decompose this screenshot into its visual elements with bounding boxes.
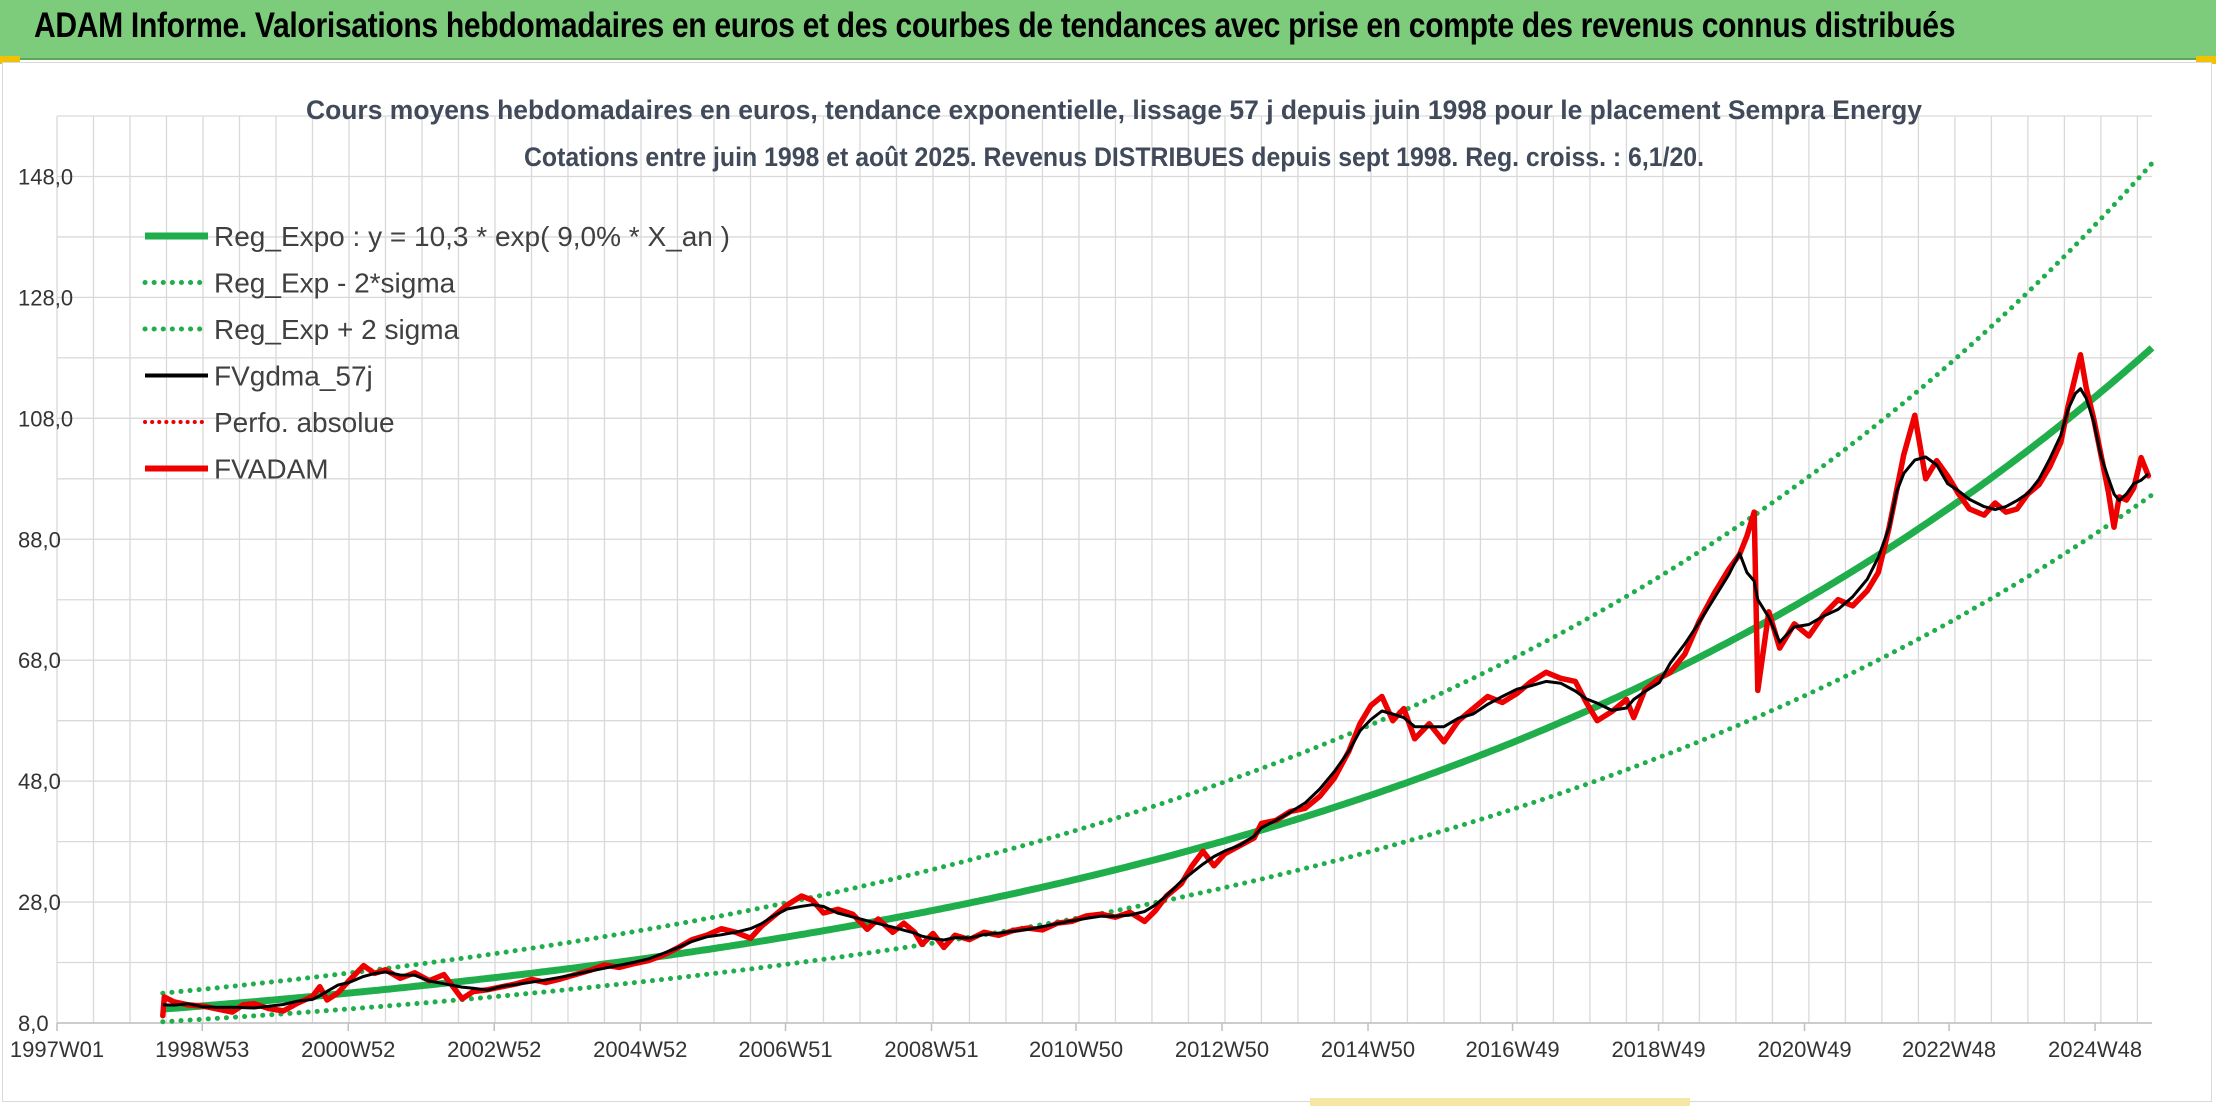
axes: 8,0 28,0 48,0 68,0 88,0 108,0 128,0 148,0 1997W0… (10, 164, 2152, 1062)
legend-entry: Perfo. absolue (214, 407, 395, 438)
y-tick-label: 88,0 (18, 527, 61, 552)
y-tick-label: 68,0 (18, 648, 61, 673)
legend-entry: FVADAM (214, 454, 329, 485)
legend-entry: Reg_Exp - 2*sigma (214, 268, 456, 299)
x-tick-label: 2022W48 (1902, 1037, 1996, 1062)
x-tick-label: 2024W48 (2048, 1037, 2142, 1062)
y-tick-label: 48,0 (18, 769, 61, 794)
y-tick-label: 28,0 (18, 890, 61, 915)
y-tick-label: 148,0 (18, 164, 73, 189)
series-reg-exp-plus-2sigma (160, 160, 2155, 996)
x-tick-label: 1998W53 (155, 1037, 249, 1062)
legend-entry: Reg_Exp + 2 sigma (214, 314, 460, 345)
y-tick-label: 108,0 (18, 406, 73, 431)
x-tick-label: 2000W52 (301, 1037, 395, 1062)
x-tick-label: 2002W52 (447, 1037, 541, 1062)
series-fvgdma-57j (162, 387, 2150, 1010)
corner-accent-right (2196, 56, 2216, 64)
x-tick-label: 2012W50 (1175, 1037, 1269, 1062)
legend-entry: Reg_Expo : y = 10,3 * exp( 9,0% * X_an ) (214, 221, 730, 252)
legend-entry: FVgdma_57j (214, 361, 373, 392)
y-tick-label: 128,0 (18, 285, 73, 310)
chart-frame (2, 62, 2212, 1102)
x-tick-label: 2014W50 (1321, 1037, 1415, 1062)
x-tick-label: 2020W49 (1757, 1037, 1851, 1062)
bottom-accent-strip (1310, 1098, 1690, 1106)
header-banner: ADAM Informe. Valorisations hebdomadaire… (0, 0, 2216, 60)
chart-subtitle: Cotations entre juin 1998 et août 2025. … (524, 142, 1704, 172)
x-tick-label: 2008W51 (884, 1037, 978, 1062)
x-tick-label: 1997W01 (10, 1037, 104, 1062)
x-tick-label: 2016W49 (1465, 1037, 1559, 1062)
series-reg-expo (162, 345, 2155, 1013)
y-tick-label: 8,0 (18, 1011, 49, 1036)
x-tick-label: 2010W50 (1029, 1037, 1123, 1062)
x-tick-label: 2004W52 (593, 1037, 687, 1062)
x-tick-label: 2018W49 (1611, 1037, 1705, 1062)
page-title: ADAM Informe. Valorisations hebdomadaire… (34, 6, 1956, 45)
legend: Reg_Expo : y = 10,3 * exp( 9,0% * X_an )… (142, 221, 730, 485)
series-fvadam (160, 352, 2152, 1019)
grid (56, 115, 2152, 1024)
x-tick-label: 2006W51 (738, 1037, 832, 1062)
corner-accent-left (0, 56, 20, 64)
series (160, 160, 2155, 1025)
chart-title: Cours moyens hebdomadaires en euros, ten… (306, 95, 1922, 125)
